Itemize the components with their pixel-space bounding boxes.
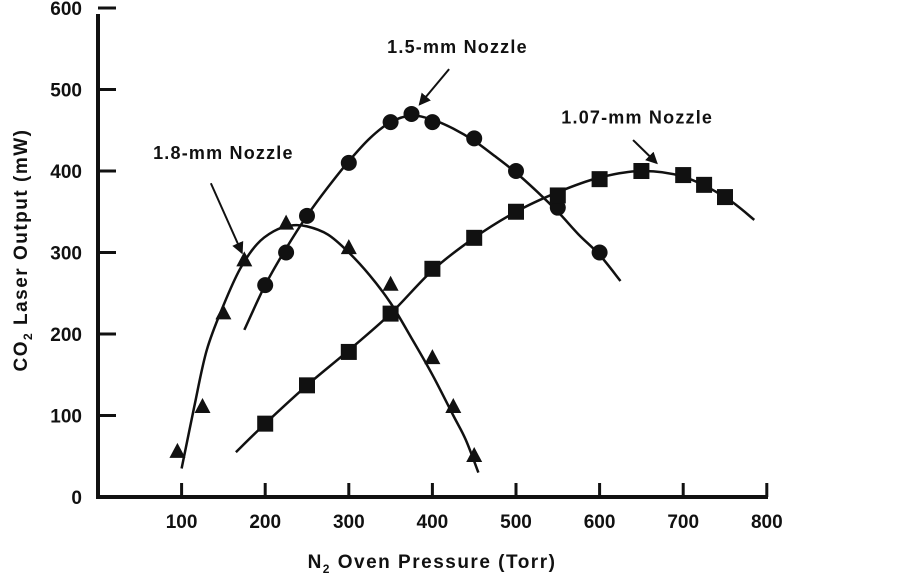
y-axis-label-prefix: CO xyxy=(11,340,32,372)
x-axis-label-rest: Oven Pressure (Torr) xyxy=(331,552,556,573)
data-point-triangle-0 xyxy=(169,442,186,458)
data-point-square-11 xyxy=(696,176,713,193)
x-tick-label-700: 700 xyxy=(667,512,699,533)
tick-labels: 100 200 300 400 500 600 700 800 0 100 200 300 400 500… xyxy=(50,0,782,533)
y-tick-label-200: 200 xyxy=(50,325,82,346)
y-axis-label: CO2 Laser Output (mW) xyxy=(11,129,35,372)
data-point-circle-6 xyxy=(424,114,441,131)
y-axis-label-rest: Laser Output (mW) xyxy=(11,129,32,332)
data-point-square-5 xyxy=(466,229,483,246)
series-label-0: 1.8-mm Nozzle xyxy=(153,143,294,163)
data-point-circle-5 xyxy=(403,105,420,122)
fit-curve-series-1 xyxy=(243,114,622,331)
data-point-triangle-1 xyxy=(194,398,211,414)
data-point-triangle-4 xyxy=(278,214,295,230)
y-tick-label-500: 500 xyxy=(50,81,82,102)
data-point-circle-4 xyxy=(382,114,399,131)
series-label-1: 1.5-mm Nozzle xyxy=(387,37,528,57)
x-tick-label-300: 300 xyxy=(333,512,365,533)
data-point-square-2 xyxy=(340,343,357,360)
y-axis-label-subscript: 2 xyxy=(21,332,35,340)
data-point-triangle-3 xyxy=(236,251,253,267)
data-point-square-0 xyxy=(257,415,274,432)
x-tick-label-100: 100 xyxy=(166,512,198,533)
data-point-circle-3 xyxy=(340,154,357,171)
x-axis-label: N2 Oven Pressure (Torr) xyxy=(308,552,557,573)
data-point-square-4 xyxy=(424,260,441,277)
data-point-square-6 xyxy=(508,203,524,220)
data-point-square-10 xyxy=(675,167,692,184)
data-point-square-1 xyxy=(299,377,315,394)
data-point-circle-0 xyxy=(257,277,274,294)
x-axis-label-prefix: N xyxy=(308,552,323,573)
y-tick-label-300: 300 xyxy=(50,244,82,265)
x-tick-label-500: 500 xyxy=(500,512,532,533)
data-point-square-12 xyxy=(717,189,733,206)
y-tick-label-100: 100 xyxy=(50,407,82,428)
x-tick-label-800: 800 xyxy=(751,512,783,533)
data-point-square-7 xyxy=(549,187,566,204)
x-tick-label-600: 600 xyxy=(584,512,616,533)
data-point-triangle-7 xyxy=(424,349,441,365)
data-point-square-8 xyxy=(591,171,608,188)
data-point-circle-7 xyxy=(466,130,483,147)
series-label-arrow-2 xyxy=(632,139,658,165)
data-point-circle-9 xyxy=(549,199,566,216)
series-label-arrow-1 xyxy=(418,68,450,106)
data-point-triangle-8 xyxy=(445,398,462,414)
series-label-arrow-0 xyxy=(209,182,244,255)
data-point-square-3 xyxy=(382,305,399,322)
axes xyxy=(96,14,768,499)
series-label-2: 1.07-mm Nozzle xyxy=(561,108,713,128)
x-tick-label-200: 200 xyxy=(249,512,281,533)
data-point-triangle-9 xyxy=(466,446,483,462)
series-annotations: 1.8-mm Nozzle 1.5-mm Nozzle 1.07-mm Nozzle xyxy=(153,37,713,255)
data-point-circle-8 xyxy=(508,163,524,179)
y-tick-label-600: 600 xyxy=(50,0,82,20)
x-axis-label-subscript: 2 xyxy=(323,562,331,573)
y-tick-label-400: 400 xyxy=(50,162,82,183)
ticks xyxy=(98,6,769,497)
data-point-triangle-5 xyxy=(340,239,357,255)
data-point-triangle-2 xyxy=(215,304,232,320)
data-point-circle-2 xyxy=(299,207,315,224)
data-point-circle-10 xyxy=(591,244,608,261)
data-point-circle-1 xyxy=(278,244,295,261)
x-tick-label-400: 400 xyxy=(417,512,449,533)
data-markers xyxy=(169,105,733,462)
data-point-square-9 xyxy=(633,163,650,179)
y-tick-label-0: 0 xyxy=(71,488,82,509)
data-point-triangle-6 xyxy=(382,275,399,291)
